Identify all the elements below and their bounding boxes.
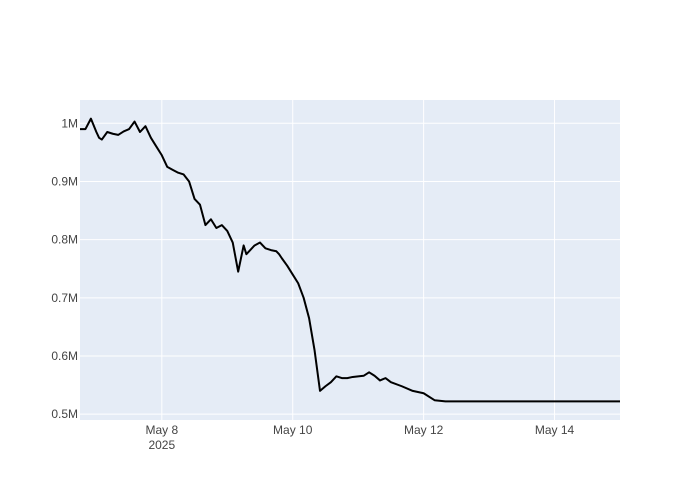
y-axis-ticks: 0.5M 0.6M 0.7M 0.8M 0.9M 1M xyxy=(51,116,78,421)
x-tick-label: May 8 xyxy=(145,423,178,437)
series-line xyxy=(80,117,620,403)
series-layer xyxy=(80,117,620,403)
plot-area xyxy=(80,100,620,420)
y-tick-label: 0.8M xyxy=(51,233,78,247)
x-tick-label: May 10 xyxy=(273,423,313,437)
y-tick-label: 0.7M xyxy=(51,291,78,305)
y-tick-label: 0.9M xyxy=(51,174,78,188)
gridlines xyxy=(80,100,620,420)
x-tick-year-label: 2025 xyxy=(148,438,175,452)
y-tick-label: 0.5M xyxy=(51,407,78,421)
y-tick-label: 0.6M xyxy=(51,349,78,363)
y-tick-label: 1M xyxy=(61,116,78,130)
x-tick-label: May 14 xyxy=(535,423,575,437)
x-tick-label: May 12 xyxy=(404,423,444,437)
